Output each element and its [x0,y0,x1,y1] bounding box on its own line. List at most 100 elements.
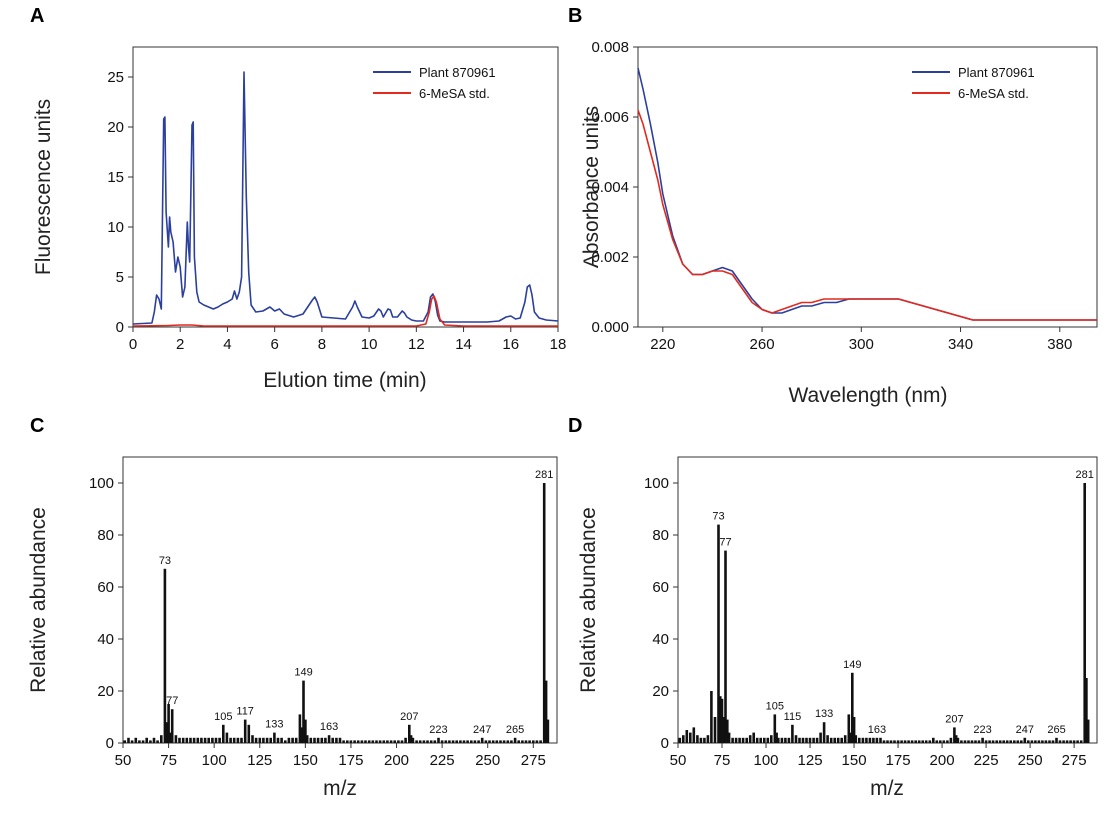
spectrum-bar [917,740,921,743]
spectrum-bar [240,737,243,743]
spectrum-bar [167,704,170,743]
spectrum-bar [313,737,316,743]
spectrum-bar [178,737,181,743]
x-tick-label: 2 [176,336,184,353]
spectrum-bar [1023,737,1027,743]
spectrum-bar [302,680,305,743]
spectrum-bar [305,735,309,743]
spectrum-bar [367,740,371,743]
spectrum-bar [499,740,502,743]
legend-label: 6-MeSA std. [958,86,1029,101]
spectrum-bar [805,737,808,743]
peak-label: 133 [815,708,833,720]
spectrum-bar [517,740,520,743]
spectrum-bar [984,740,988,743]
spectrum-bar [875,737,879,743]
x-tick-label: 12 [408,336,425,353]
peak-label: 247 [1016,724,1034,736]
panel-letter: D [568,415,582,437]
spectrum-bar [815,737,819,743]
spectrum-bar [254,737,258,743]
peak-label: 77 [719,537,731,549]
spectrum-bar [546,719,550,743]
y-tick-label: 15 [107,169,124,186]
spectrum-bar [998,740,1002,743]
spectrum-bar [309,737,313,743]
spectrum-bar [822,722,826,743]
spectrum-bar [232,737,236,743]
spectrum-bar [745,737,748,743]
spectrum-bar [269,737,272,743]
spectrum-bar [444,740,448,743]
spectrum-bar [829,737,833,743]
spectrum-bar [418,740,422,743]
spectrum-bar [521,740,524,743]
spectrum-bar [995,740,998,743]
spectrum-bar [510,740,513,743]
x-axis-title: Elution time (min) [263,369,426,392]
spectrum-bar [1037,740,1041,743]
spectrum-bar [720,698,724,743]
spectrum-bar [812,737,815,743]
spectrum-bar [324,737,327,743]
spectrum-bar [327,735,331,743]
spectrum-bar [174,735,178,743]
series-line-standard [637,109,1097,321]
spectrum-bar [342,740,345,743]
spectrum-bar [766,737,770,743]
spectrum-bar [752,732,755,743]
y-tick-label: 20 [97,683,114,700]
spectrum-bar [907,740,910,743]
y-tick-label: 5 [116,269,124,286]
spectrum-bar [914,740,917,743]
spectrum-bar [437,737,440,743]
spectrum-bar [488,740,491,743]
spectrum-bar [433,740,437,743]
spectrum-bar [991,740,995,743]
peak-label: 115 [784,711,802,723]
spectrum-bar [408,724,411,743]
spectrum-bar [528,740,531,743]
spectrum-bar [833,737,836,743]
spectrum-bar [473,740,477,743]
spectrum-bar [692,727,696,743]
spectrum-bar [1086,719,1090,743]
spectrum-bar [879,737,882,743]
spectrum-bar [364,740,367,743]
spectrum-bar [852,717,856,743]
peak-label: 207 [400,711,418,723]
spectrum-bar [703,737,706,743]
spectrum-bar [429,740,433,743]
spectrum-bar [542,483,546,743]
spectrum-bar [1009,740,1012,743]
y-tick-label: 10 [107,219,124,236]
spectrum-bar [360,740,364,743]
spectrum-bar [247,724,251,743]
spectrum-bar [889,740,893,743]
spectrum-bar [935,740,939,743]
spectrum-bar [535,740,539,743]
y-tick-label: 80 [652,527,669,544]
spectrum-bar [378,740,382,743]
y-tick-label: 0 [106,735,114,752]
spectrum-bar [819,732,822,743]
x-tick-label: 10 [361,336,378,353]
spectrum-bar [854,735,858,743]
plot-frame [677,456,1098,744]
y-axis-title: Relative abundance [577,507,600,693]
y-tick-label: 0.002 [591,249,629,266]
peak-label: 149 [843,659,861,671]
x-tick-label: 50 [115,752,132,769]
spectrum-bar [207,737,210,743]
spectrum-bar [794,735,798,743]
x-tick-label: 260 [750,336,775,353]
spectrum-bar [775,732,778,743]
x-tick-label: 250 [1018,752,1043,769]
spectrum-bar [480,737,484,743]
series-line-standard [132,295,558,327]
peak-label: 223 [429,724,447,736]
spectrum-bar [426,740,429,743]
y-tick-label: 25 [107,69,124,86]
panel-b: B 0.000 0.002 0.004 0.006 0.008 220 260 300 340 38… [568,5,1098,407]
peak-label: 281 [1075,469,1093,481]
